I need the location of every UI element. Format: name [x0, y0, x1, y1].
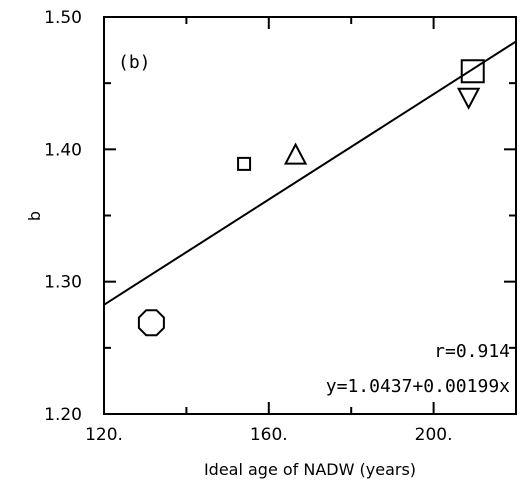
y-axis-title: b: [25, 211, 44, 221]
panel-label: (b): [118, 52, 151, 73]
point-octagon: [137, 309, 165, 337]
y-tick-label: 1.20: [44, 405, 82, 425]
equation-annotation: y=1.0437+0.00199x: [326, 376, 510, 397]
x-tick-label: 200.: [415, 425, 453, 445]
y-tick-label: 1.30: [44, 273, 82, 293]
fit-layer: [103, 40, 517, 306]
r-annotation: r=0.914: [434, 341, 510, 362]
x-tick-label: 120.: [85, 425, 123, 445]
y-tick-label: 1.40: [44, 140, 82, 160]
x-tick-label: 160.: [250, 425, 288, 445]
x-axis-title: Ideal age of NADW (years): [204, 460, 416, 479]
tick-labels: 120. 160. 200. 1.20 1.30 1.40 1.50: [44, 8, 452, 445]
point-square-large: [460, 59, 485, 84]
point-triangle-up: [283, 142, 308, 165]
point-square-small: [237, 156, 252, 171]
axis-ticks: [103, 16, 517, 415]
y-tick-label: 1.50: [44, 8, 82, 28]
regression-line: [103, 40, 517, 306]
points-layer: [137, 59, 485, 337]
point-triangle-down: [456, 87, 481, 110]
